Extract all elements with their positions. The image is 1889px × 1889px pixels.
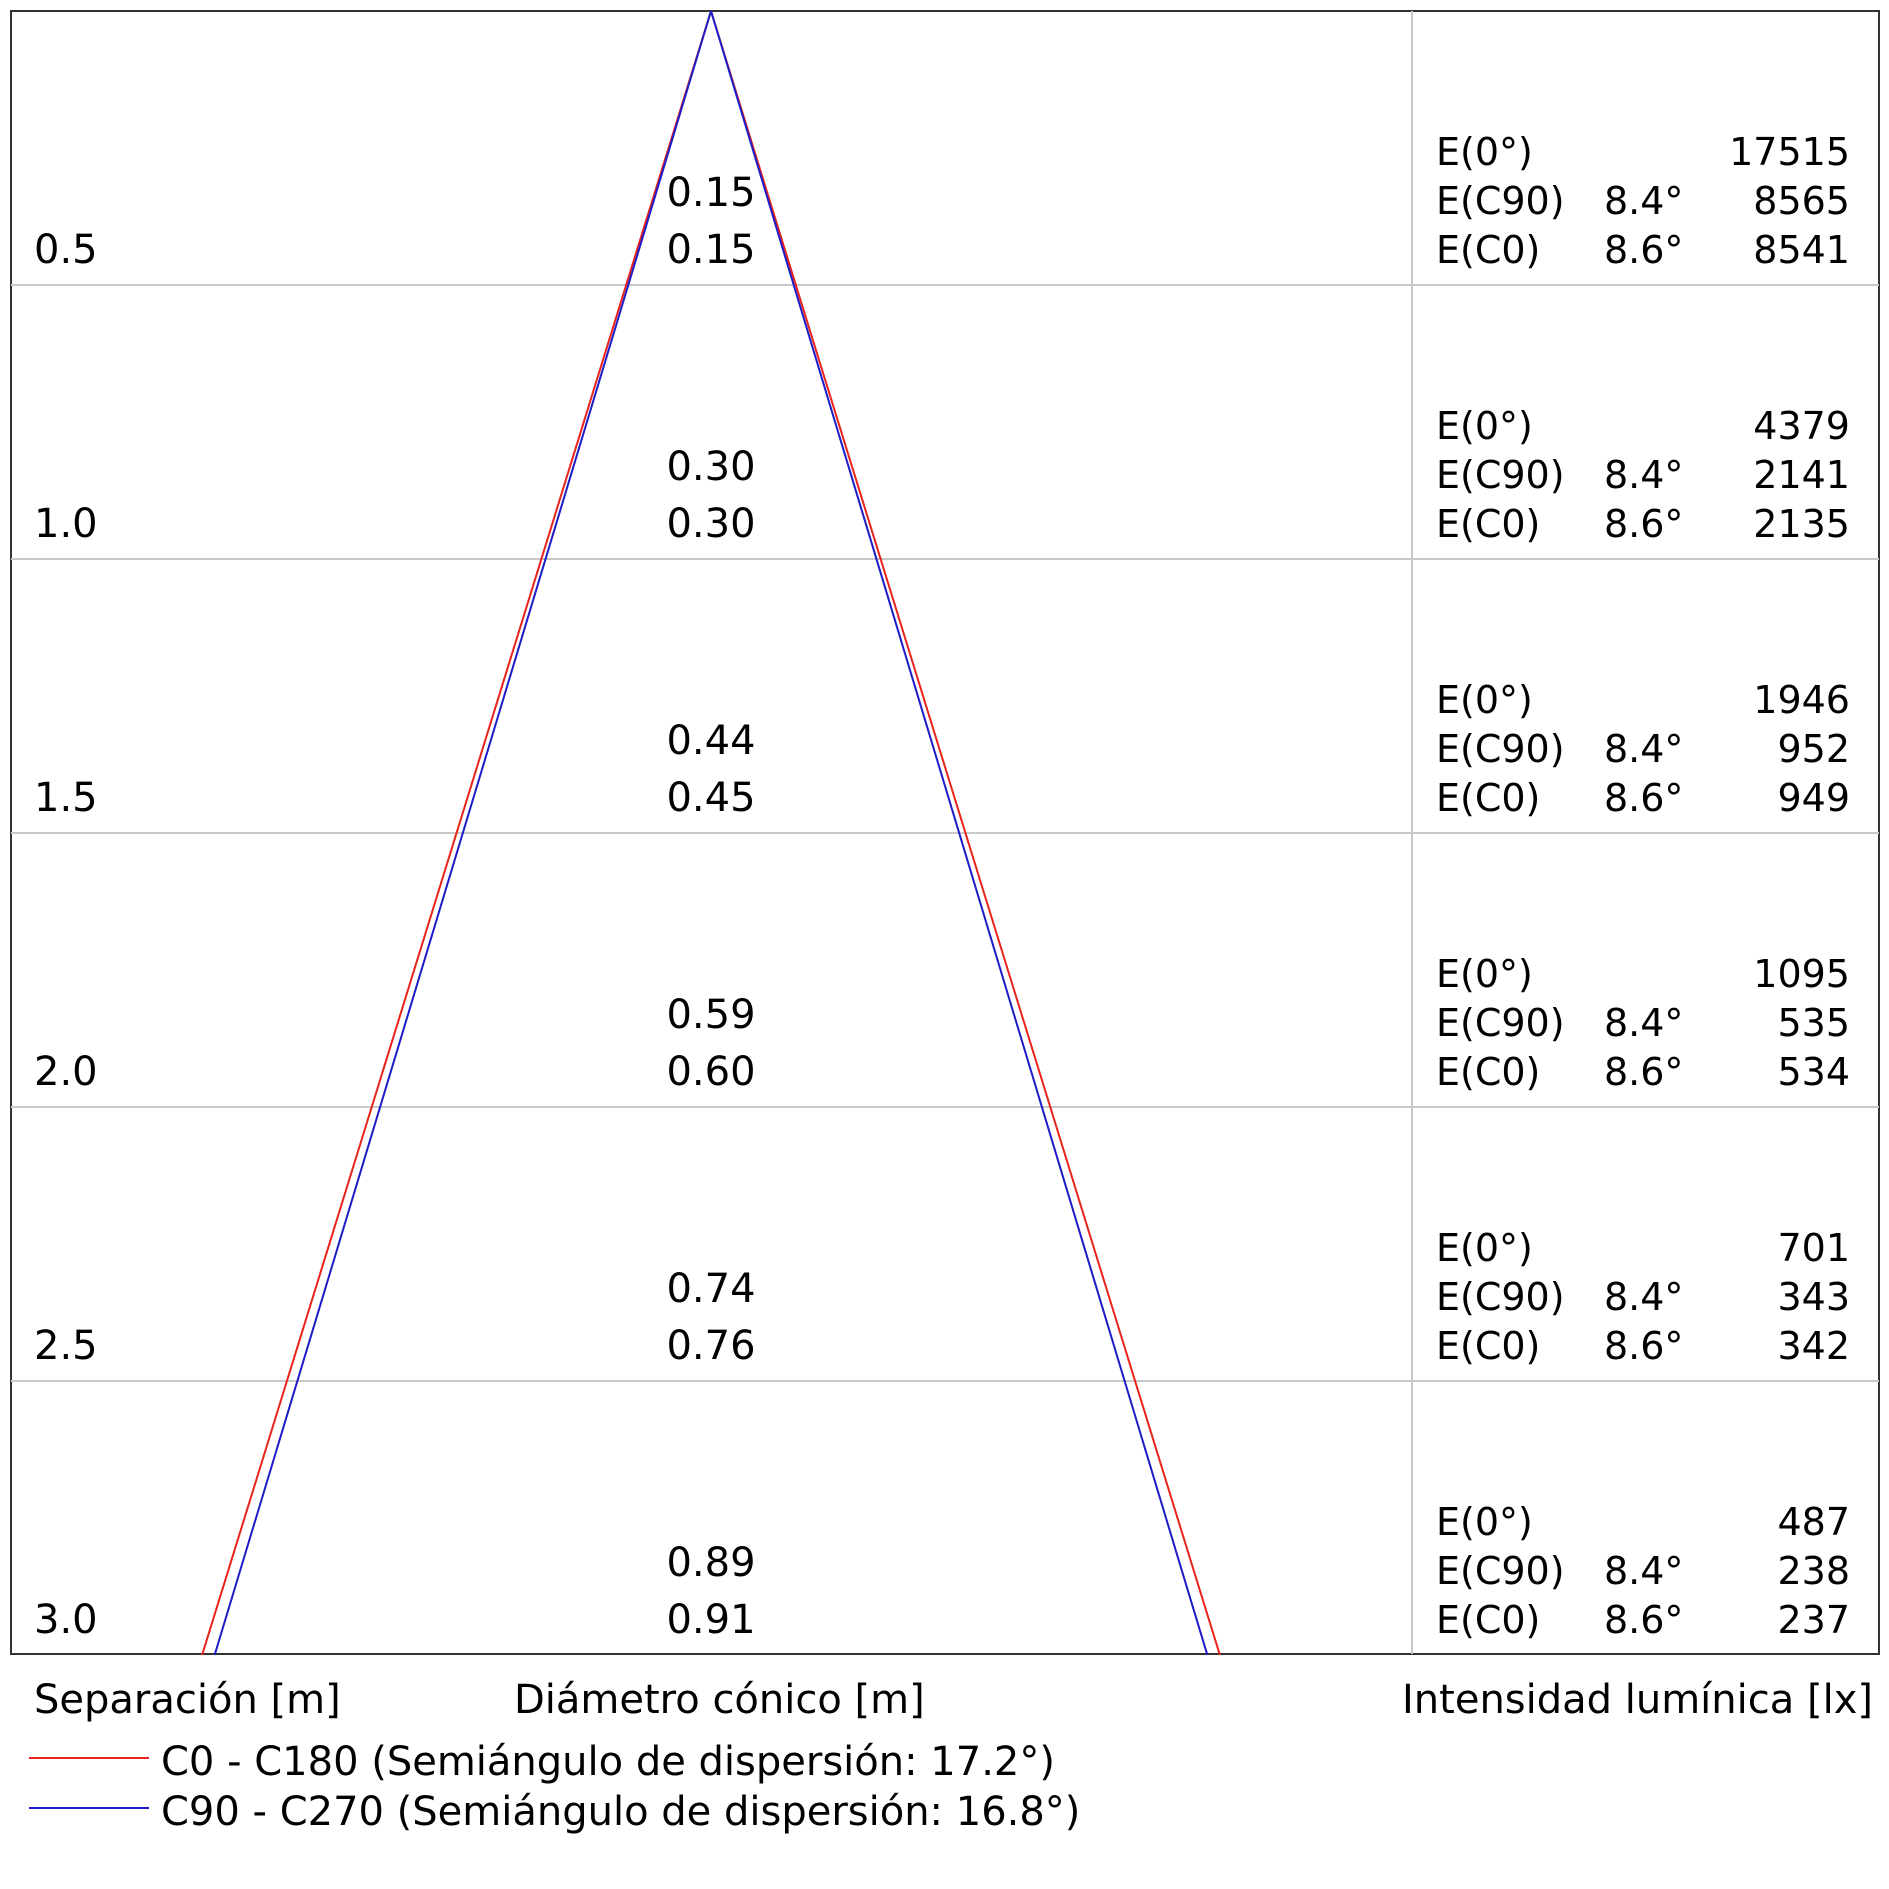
diameter-c90-value: 0.15 <box>666 170 755 216</box>
c0-left-edge <box>201 10 712 1656</box>
ec90-value: 952 <box>1777 727 1850 771</box>
ec0-value: 8541 <box>1753 228 1850 272</box>
diameter-c90-value: 0.44 <box>666 718 755 764</box>
e0-value: 701 <box>1777 1226 1850 1270</box>
diameter-label-bg <box>666 449 756 549</box>
e0-label: E(0°) <box>1436 130 1533 174</box>
separation-value: 3.0 <box>34 1597 98 1643</box>
intensity-axis-label: Intensidad lumínica [lx] <box>1402 1677 1873 1723</box>
ec0-label: E(C0) <box>1436 1598 1540 1642</box>
e0-value: 1095 <box>1753 952 1850 996</box>
c0-right-edge <box>710 10 1221 1656</box>
ec0-value: 949 <box>1777 776 1850 820</box>
e0-value: 1946 <box>1753 678 1850 722</box>
ec0-value: 342 <box>1777 1324 1850 1368</box>
ec0-value: 2135 <box>1753 502 1850 546</box>
diameter-c0-value: 0.76 <box>666 1323 755 1369</box>
e0-label: E(0°) <box>1436 404 1533 448</box>
ec0-angle: 8.6° <box>1604 228 1683 272</box>
e0-value: 4379 <box>1753 404 1850 448</box>
ec90-value: 238 <box>1777 1549 1850 1593</box>
separation-value: 2.5 <box>34 1323 98 1369</box>
ec90-label: E(C90) <box>1436 179 1565 223</box>
separation-value: 1.0 <box>34 501 98 547</box>
ec90-label: E(C90) <box>1436 1549 1565 1593</box>
ec0-label: E(C0) <box>1436 1324 1540 1368</box>
ec0-label: E(C0) <box>1436 228 1540 272</box>
c90-left-edge <box>213 10 712 1656</box>
ec0-value: 237 <box>1777 1598 1850 1642</box>
separation-axis-label: Separación [m] <box>34 1677 341 1723</box>
ec0-value: 534 <box>1777 1050 1850 1094</box>
ec90-angle: 8.4° <box>1604 1275 1683 1319</box>
diameter-label-bg <box>666 1545 756 1645</box>
e0-label: E(0°) <box>1436 1500 1533 1544</box>
diameter-c90-value: 0.89 <box>666 1540 755 1586</box>
ec90-angle: 8.4° <box>1604 179 1683 223</box>
ec90-label: E(C90) <box>1436 1001 1565 1045</box>
ec90-angle: 8.4° <box>1604 1549 1683 1593</box>
ec90-angle: 8.4° <box>1604 727 1683 771</box>
ec90-label: E(C90) <box>1436 453 1565 497</box>
ec0-label: E(C0) <box>1436 776 1540 820</box>
diameter-c90-value: 0.74 <box>666 1266 755 1312</box>
ec90-angle: 8.4° <box>1604 1001 1683 1045</box>
ec0-label: E(C0) <box>1436 1050 1540 1094</box>
row-grid-lines <box>11 284 1879 1382</box>
separation-value: 2.0 <box>34 1049 98 1095</box>
diameter-axis-label: Diámetro cónico [m] <box>514 1677 925 1723</box>
ec90-angle: 8.4° <box>1604 453 1683 497</box>
diameter-c0-value: 0.60 <box>666 1049 755 1095</box>
c90-right-edge <box>710 10 1209 1656</box>
ec0-angle: 8.6° <box>1604 1324 1683 1368</box>
diameter-c0-value: 0.15 <box>666 227 755 273</box>
e0-value: 487 <box>1777 1500 1850 1544</box>
ec0-angle: 8.6° <box>1604 776 1683 820</box>
ec0-angle: 8.6° <box>1604 1598 1683 1642</box>
ec90-label: E(C90) <box>1436 727 1565 771</box>
diameter-label-bg <box>666 723 756 823</box>
separation-value: 0.5 <box>34 227 98 273</box>
legend: C0 - C180 (Semiángulo de dispersión: 17.… <box>29 1739 1080 1835</box>
legend-label-c90: C90 - C270 (Semiángulo de dispersión: 16… <box>161 1789 1080 1835</box>
ec90-label: E(C90) <box>1436 1275 1565 1319</box>
ec0-angle: 8.6° <box>1604 502 1683 546</box>
ec90-value: 535 <box>1777 1001 1850 1045</box>
ec0-label: E(C0) <box>1436 502 1540 546</box>
diameter-label-bg <box>666 997 756 1097</box>
ec0-angle: 8.6° <box>1604 1050 1683 1094</box>
diameter-c90-value: 0.59 <box>666 992 755 1038</box>
ec90-value: 2141 <box>1753 453 1850 497</box>
e0-label: E(0°) <box>1436 952 1533 996</box>
diameter-label-bg <box>666 1271 756 1371</box>
ec90-value: 343 <box>1777 1275 1850 1319</box>
separation-value: 1.5 <box>34 775 98 821</box>
diameter-c0-value: 0.45 <box>666 775 755 821</box>
legend-label-c0: C0 - C180 (Semiángulo de dispersión: 17.… <box>161 1739 1055 1785</box>
diameter-c90-value: 0.30 <box>666 444 755 490</box>
e0-label: E(0°) <box>1436 678 1533 722</box>
row-labels: 0.5 0.15 0.15 E(0°) 17515 E(C90) 8.4° 8565 E(C0)… <box>34 130 1850 1645</box>
diameter-label-bg <box>666 175 756 275</box>
diameter-c0-value: 0.30 <box>666 501 755 547</box>
diameter-c0-value: 0.91 <box>666 1597 755 1643</box>
e0-value: 17515 <box>1729 130 1850 174</box>
beam-cone <box>201 10 1221 1656</box>
e0-label: E(0°) <box>1436 1226 1533 1270</box>
ec90-value: 8565 <box>1753 179 1850 223</box>
